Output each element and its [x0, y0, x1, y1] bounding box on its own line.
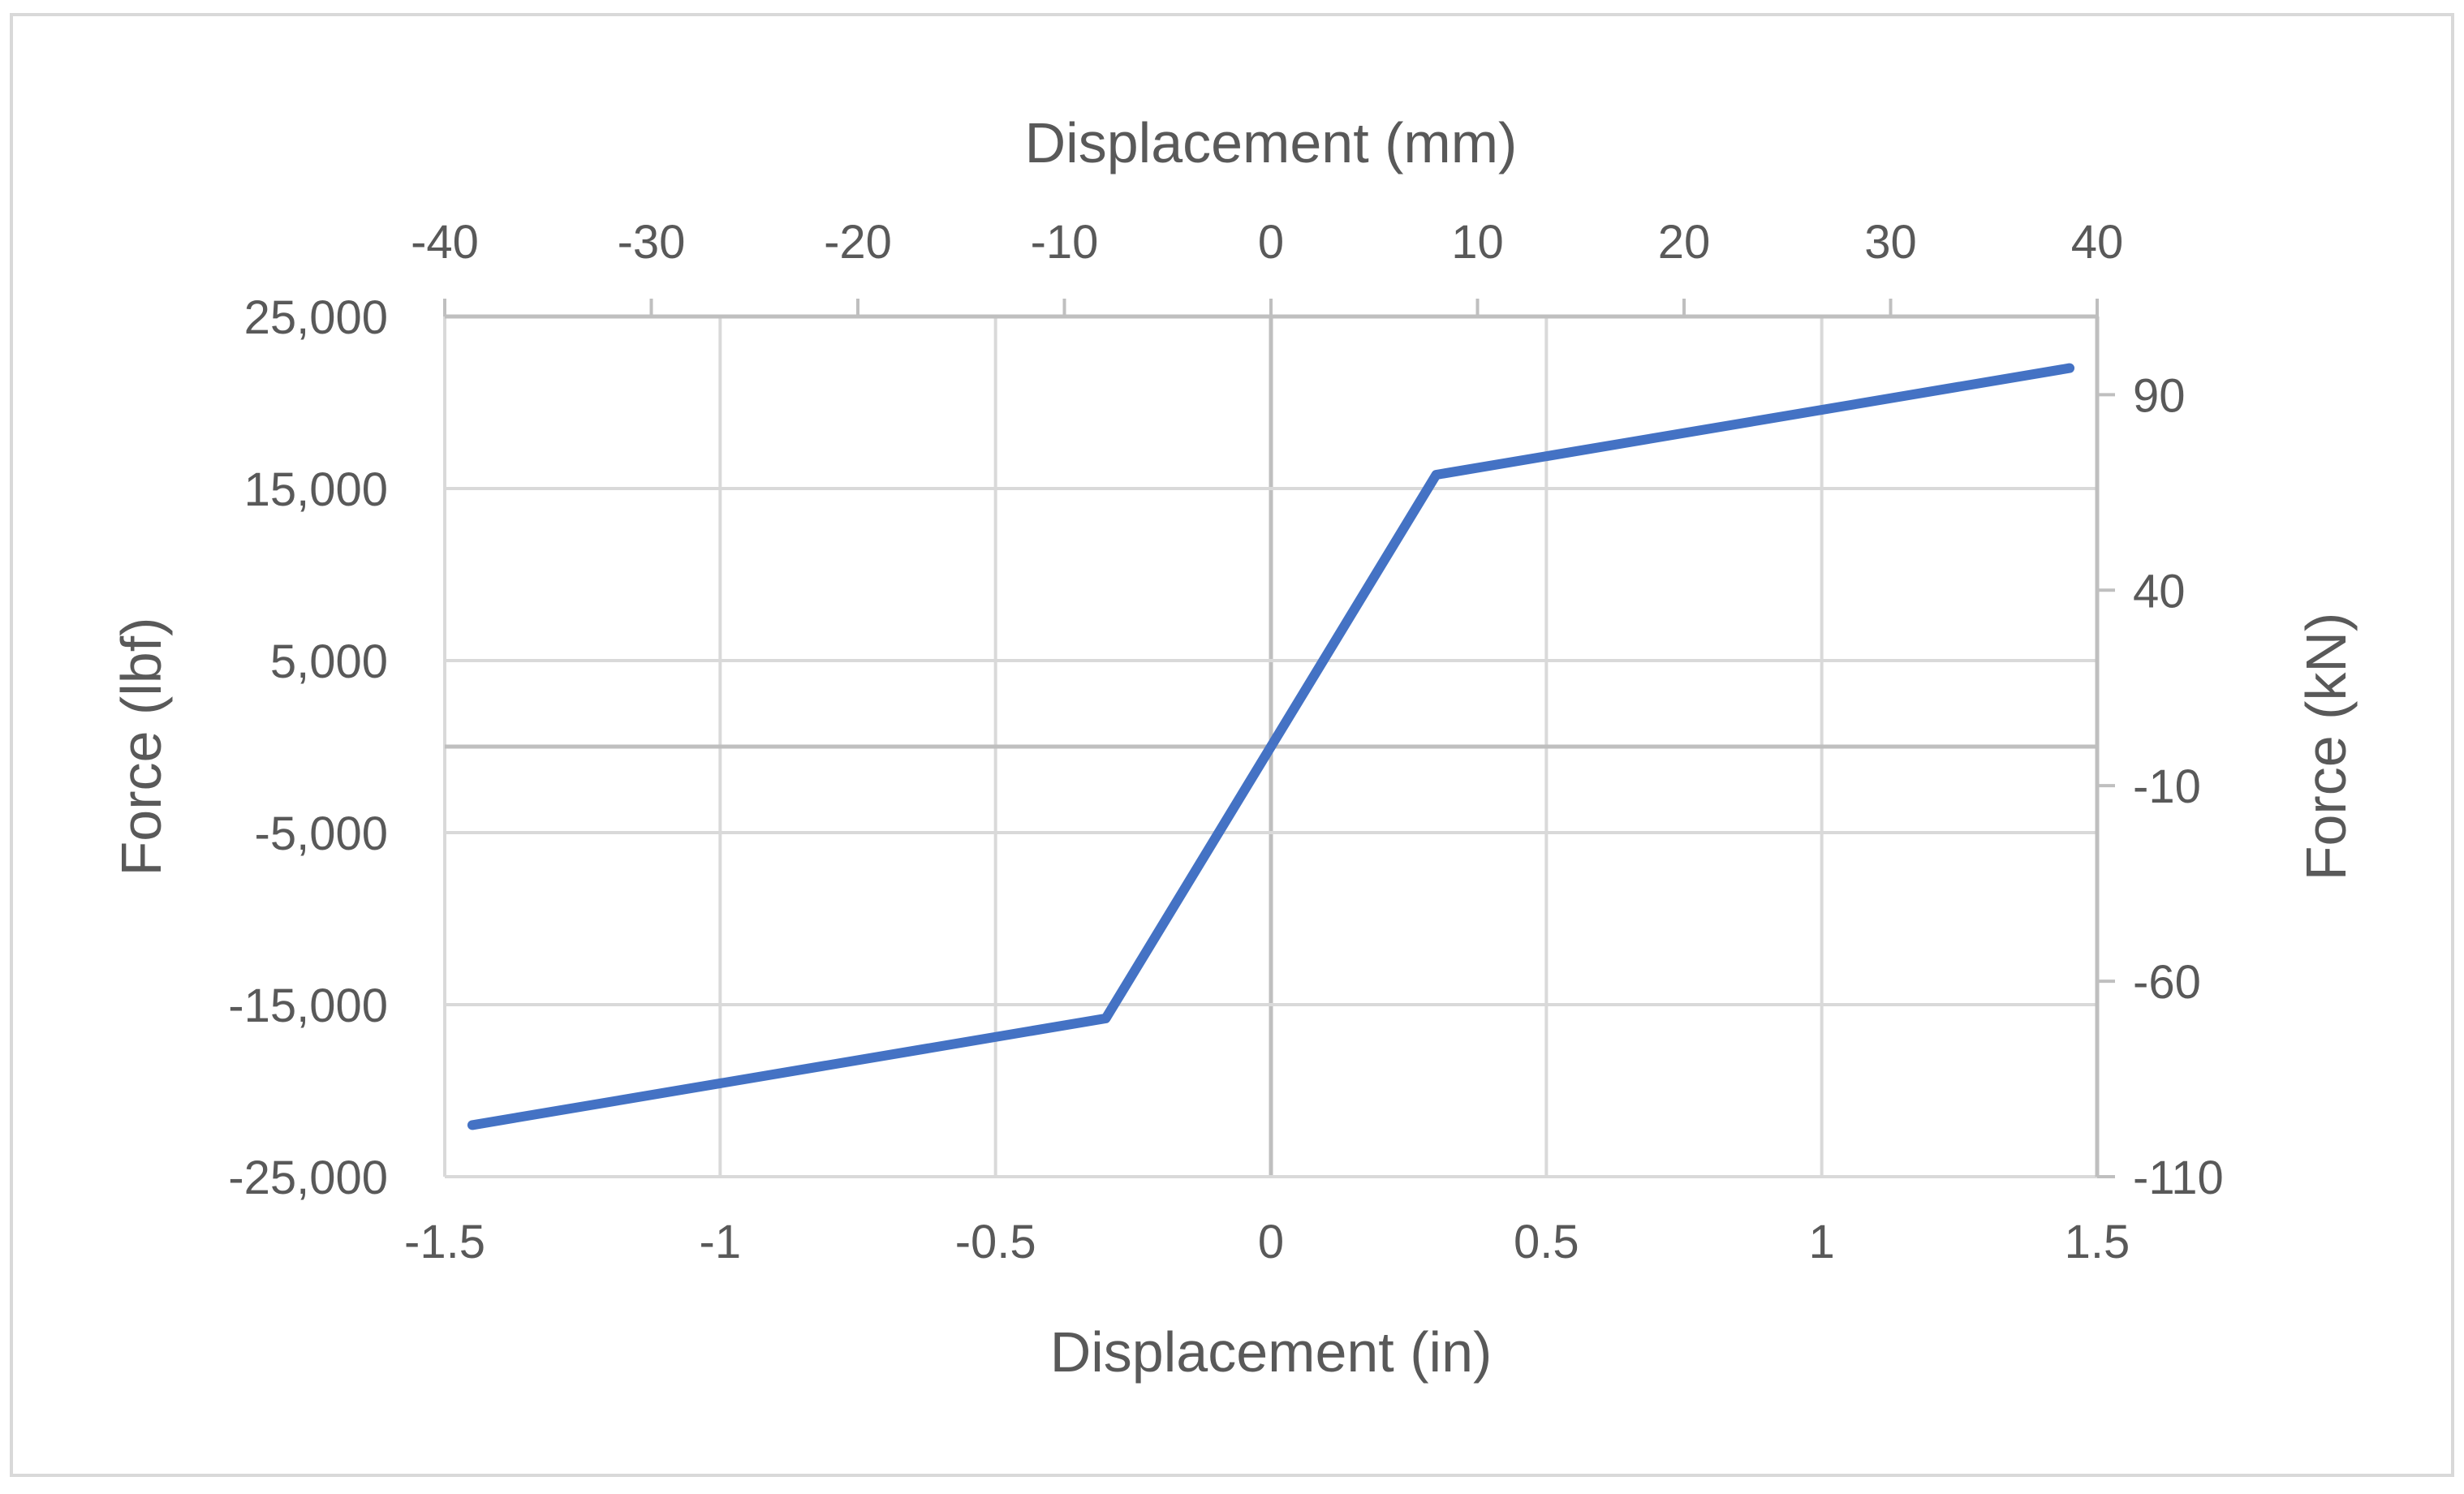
x2-tick-label: 0 — [1258, 216, 1284, 269]
x-tick-label: 1.5 — [2065, 1216, 2130, 1268]
x-tick-label: 1 — [1809, 1216, 1835, 1268]
data-point — [1436, 474, 1437, 476]
y-axis-title: Force (lbf) — [110, 618, 173, 876]
x2-tick-label: -20 — [824, 216, 892, 269]
x2-tick-label: -10 — [1031, 216, 1099, 269]
x2-tick-label: 30 — [1864, 216, 1917, 269]
y2-tick-label: 40 — [2133, 565, 2186, 618]
y-tick-label: 25,000 — [244, 291, 388, 344]
x-tick-label: 0 — [1258, 1216, 1284, 1268]
y2-tick-label: 90 — [2133, 369, 2186, 422]
x2-tick-label: -40 — [411, 216, 479, 269]
y-tick-label: 5,000 — [270, 635, 388, 688]
x-tick-label: 0.5 — [1514, 1216, 1579, 1268]
x-tick-label: -1 — [700, 1216, 742, 1268]
x2-tick-label: 40 — [2071, 216, 2124, 269]
y-tick-label: -15,000 — [228, 979, 388, 1032]
x2-tick-label: 20 — [1658, 216, 1711, 269]
x2-tick-label: -30 — [618, 216, 686, 269]
tick-labels: -1.5 -1 -0.5 0 0.5 1 1.5 -40 -30 -20 -10 0 10 20 30 40 -… — [228, 216, 2224, 1268]
y-tick-label: 15,000 — [244, 463, 388, 516]
x2-axis-title: Displacement (mm) — [1025, 111, 1518, 174]
y2-axis-title: Force (kN) — [2294, 613, 2358, 881]
x-axis-title: Displacement (in) — [1050, 1320, 1493, 1384]
x-tick-label: -1.5 — [404, 1216, 485, 1268]
y2-tick-label: -60 — [2133, 956, 2201, 1009]
x-tick-label: -0.5 — [955, 1216, 1036, 1268]
x2-tick-label: 10 — [1451, 216, 1504, 269]
series-layer — [467, 363, 2075, 1130]
y2-tick-label: -10 — [2133, 760, 2201, 813]
y-tick-label: -5,000 — [255, 807, 388, 860]
y-tick-label: -25,000 — [228, 1152, 388, 1204]
y2-tick-label: -110 — [2133, 1152, 2224, 1204]
